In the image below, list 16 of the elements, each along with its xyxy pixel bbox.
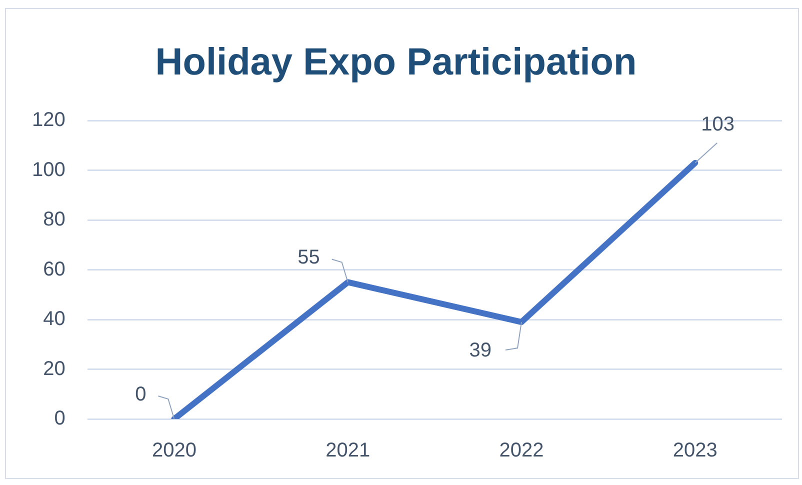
data-label: 0 [135,384,146,406]
x-tick-label: 2021 [326,440,370,462]
y-tick-label: 120 [32,109,66,132]
chart-title: Holiday Expo Participation [155,41,637,84]
y-tick-label: 40 [43,308,66,330]
y-tick-label: 60 [43,258,66,280]
y-tick-label: 0 [54,408,66,430]
x-tick-label: 2020 [152,440,196,462]
y-tick-label: 80 [43,208,66,231]
data-label: 103 [701,113,735,136]
data-label: 39 [469,340,492,362]
x-tick-label: 2022 [499,440,544,462]
data-label: 55 [298,246,320,269]
x-tick-label: 2023 [672,440,718,462]
y-tick-label: 100 [32,158,66,181]
y-tick-label: 20 [43,358,66,380]
